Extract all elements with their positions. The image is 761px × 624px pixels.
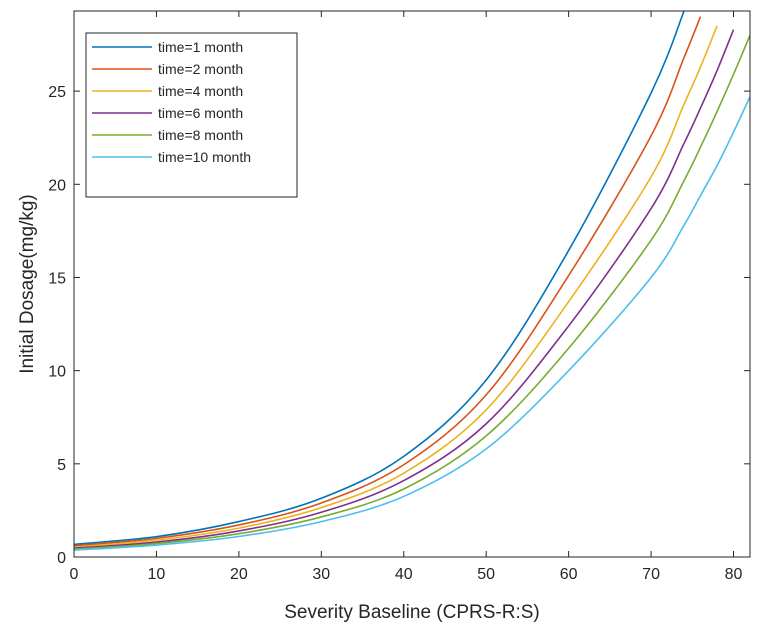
y-tick-label: 25 bbox=[48, 84, 66, 101]
series-line-6 bbox=[74, 96, 750, 551]
y-ticks: 0 5 10 15 20 25 bbox=[48, 84, 750, 567]
x-tick-label: 50 bbox=[477, 566, 495, 583]
axes-box bbox=[73, 10, 751, 558]
legend-label: time=2 month bbox=[158, 61, 243, 77]
series-line-3 bbox=[74, 25, 718, 548]
x-tick-label: 30 bbox=[312, 566, 330, 583]
series-line-1 bbox=[74, 11, 685, 546]
x-tick-label: 0 bbox=[70, 566, 79, 583]
x-ticks: 0 10 20 30 40 50 60 70 80 bbox=[70, 11, 743, 583]
y-tick-label: 5 bbox=[57, 457, 66, 474]
series-line-5 bbox=[74, 34, 750, 550]
legend: time=1 month time=2 month time=4 month time… bbox=[85, 32, 298, 198]
x-tick-label: 60 bbox=[560, 566, 578, 583]
x-tick-label: 70 bbox=[642, 566, 660, 583]
legend-label: time=4 month bbox=[158, 83, 243, 99]
y-axis-label: Initial Dosage(mg/kg) bbox=[17, 194, 38, 374]
legend-label: time=10 month bbox=[158, 149, 251, 165]
series-lines bbox=[74, 11, 750, 551]
legend-label: time=1 month bbox=[158, 39, 243, 55]
x-tick-label: 40 bbox=[395, 566, 413, 583]
series-line-2 bbox=[74, 16, 702, 547]
legend-box bbox=[85, 32, 298, 198]
x-tick-label: 10 bbox=[148, 566, 166, 583]
x-tick-label: 20 bbox=[230, 566, 248, 583]
x-tick-label: 80 bbox=[725, 566, 743, 583]
y-tick-label: 15 bbox=[48, 270, 66, 287]
legend-label: time=6 month bbox=[158, 105, 243, 121]
axes bbox=[73, 10, 751, 558]
x-axis-label: Severity Baseline (CPRS-R:S) bbox=[284, 602, 540, 623]
y-tick-label: 10 bbox=[48, 364, 66, 381]
y-tick-label: 20 bbox=[48, 177, 66, 194]
series-line-4 bbox=[74, 29, 735, 550]
legend-label: time=8 month bbox=[158, 127, 243, 143]
y-tick-label: 0 bbox=[57, 550, 66, 567]
